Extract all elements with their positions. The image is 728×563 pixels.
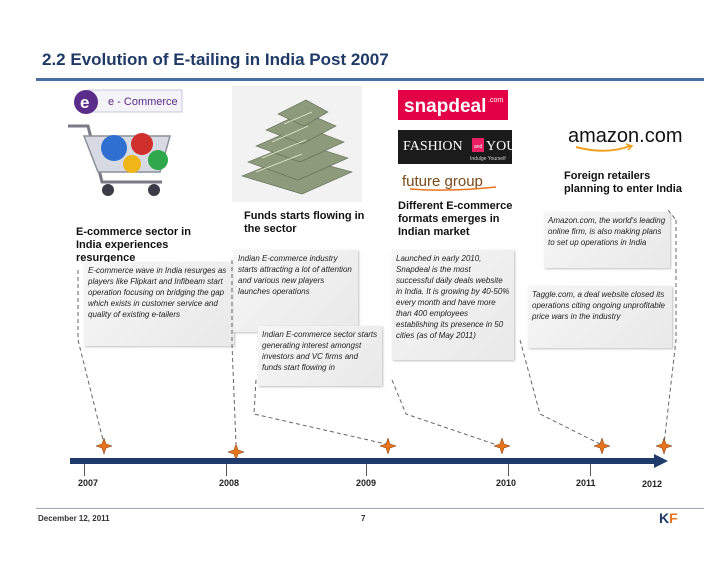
fashion-you-wordmark: YOU <box>486 139 512 154</box>
fashionandyou-logo: FASHION and YOU Indulge Yourself <box>398 130 516 164</box>
year-label-2012: 2012 <box>642 479 663 489</box>
note-2011: Taggle.com, a deal website closed its op… <box>528 286 672 348</box>
timeline-arrow-icon <box>654 454 668 468</box>
money-pile-illustration <box>232 86 362 202</box>
title-underline <box>36 78 704 81</box>
note-2007: E-commerce wave in India resurges as pla… <box>84 262 234 346</box>
year-label-2010: 2010 <box>496 478 517 488</box>
footer-date: December 12, 2011 <box>38 514 110 523</box>
page-number: 7 <box>361 514 366 523</box>
snapdeal-logo: snapdeal .com <box>398 90 508 120</box>
page-title: 2.2 Evolution of E-tailing in India Post… <box>42 50 389 69</box>
amazon-logo-mark: amazon.com <box>568 125 683 152</box>
fashion-and-mark: and <box>474 144 483 150</box>
note-2010: Launched in early 2010, Snapdeal is the … <box>392 250 514 360</box>
heading-funds: Funds starts flowing in the sector <box>244 210 365 235</box>
futuregroup-logo: future group <box>400 170 504 192</box>
timeline-tick-2009 <box>366 464 367 476</box>
kf-logo-k: K <box>659 510 670 526</box>
heading-resurgence: E-commerce sector in India experiences r… <box>76 226 191 264</box>
timeline <box>70 454 670 468</box>
fashion-tagline: Indulge Yourself <box>470 156 506 162</box>
heading-foreign: Foreign retailers planning to enter Indi… <box>564 170 682 195</box>
year-label-2009: 2009 <box>356 478 377 488</box>
year-label-2008: 2008 <box>219 478 240 488</box>
year-label-2011: 2011 <box>576 478 596 488</box>
timeline-tick-2010 <box>508 464 509 476</box>
note-2009: Indian E-commerce sector starts generati… <box>258 326 382 386</box>
star-marker-2010 <box>494 438 510 454</box>
futuregroup-wordmark: future group <box>402 173 483 190</box>
amazon-logo: amazon.com <box>566 122 686 154</box>
star-marker-2008 <box>228 444 244 460</box>
star-marker-2007 <box>96 438 112 454</box>
ecommerce-banner-text: e - Commerce <box>108 96 178 108</box>
star-marker-2009 <box>380 438 396 454</box>
snapdeal-wordmark: snapdeal <box>404 96 486 117</box>
snapdeal-logo-mark: snapdeal .com <box>398 90 508 120</box>
timeline-bar <box>70 458 655 464</box>
star-marker-2012 <box>656 438 672 454</box>
ecommerce-cart-illustration: e e - Commerce <box>68 89 183 196</box>
fashion-wordmark: FASHION <box>403 139 463 154</box>
ecommerce-letter-badge: e <box>80 93 89 112</box>
fashionandyou-logo-mark: FASHION and YOU Indulge Yourself <box>398 130 516 164</box>
timeline-tick-2008 <box>226 464 227 476</box>
kf-logo-f: F <box>669 510 678 526</box>
star-marker-2011 <box>594 438 610 454</box>
footer-divider <box>36 508 704 509</box>
heading-formats: Different E-commerce formats emerges in … <box>398 200 513 238</box>
futuregroup-logo-mark: future group <box>402 173 497 191</box>
timeline-tick-2007 <box>84 464 85 476</box>
kf-logo: KF <box>659 510 678 526</box>
year-label-2007: 2007 <box>78 478 99 488</box>
amazon-wordmark: amazon.com <box>568 125 683 147</box>
note-2012: Amazon.com, the world's leading online f… <box>544 212 670 268</box>
timeline-tick-2011 <box>590 464 591 476</box>
note-2008: Indian E-commerce industry starts attrac… <box>234 250 358 332</box>
ecommerce-cart-image: e e - Commerce <box>58 86 188 206</box>
money-stacks-image <box>232 86 362 202</box>
title-bar: 2.2 Evolution of E-tailing in India Post… <box>36 42 704 82</box>
snapdeal-domain-suffix: .com <box>488 97 503 104</box>
